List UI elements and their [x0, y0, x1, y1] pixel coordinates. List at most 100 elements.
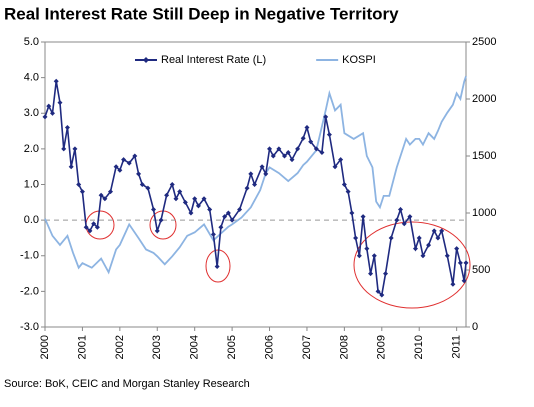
data-marker	[375, 288, 381, 294]
data-marker	[356, 253, 362, 259]
x-tick-label: 2005	[226, 335, 238, 359]
data-marker	[154, 228, 160, 234]
data-marker	[263, 171, 269, 177]
data-marker	[300, 135, 306, 141]
data-marker	[463, 260, 469, 266]
data-marker	[416, 235, 422, 241]
x-tick-label: 2011	[451, 335, 463, 359]
data-marker	[412, 246, 418, 252]
data-marker	[431, 228, 437, 234]
data-marker	[276, 146, 282, 152]
data-marker	[270, 153, 276, 159]
x-tick-label: 2004	[189, 335, 201, 359]
y-tick-label: 0.0	[24, 214, 39, 226]
data-marker	[87, 228, 93, 234]
data-marker	[259, 164, 265, 170]
data-marker	[282, 153, 288, 159]
data-marker	[214, 263, 220, 269]
data-marker	[229, 217, 235, 223]
data-marker	[323, 114, 329, 120]
x-tick-label: 2009	[376, 335, 388, 359]
legend-label: KOSPI	[342, 54, 376, 66]
data-marker	[407, 214, 413, 220]
data-marker	[364, 246, 370, 252]
x-tick-label: 2008	[338, 335, 350, 359]
data-marker	[113, 164, 119, 170]
data-marker	[207, 206, 213, 212]
x-tick-label: 2002	[114, 335, 126, 359]
data-marker	[222, 214, 228, 220]
data-marker	[145, 185, 151, 191]
data-marker	[132, 153, 138, 159]
series-line	[44, 75, 467, 275]
data-marker	[102, 196, 108, 202]
data-marker	[338, 157, 344, 163]
data-marker	[53, 78, 59, 84]
data-marker	[289, 157, 295, 163]
x-tick-label: 2003	[151, 335, 163, 359]
x-tick-label: 2010	[413, 335, 425, 359]
data-marker	[182, 199, 188, 205]
data-marker	[79, 189, 85, 195]
data-marker	[308, 139, 314, 145]
data-marker	[188, 210, 194, 216]
data-marker	[368, 271, 374, 277]
data-marker	[225, 210, 231, 216]
data-marker	[461, 278, 467, 284]
data-marker	[420, 253, 426, 259]
y2-tick-label: 1000	[472, 207, 496, 219]
data-marker	[244, 185, 250, 191]
data-marker	[117, 167, 123, 173]
data-marker	[49, 110, 55, 116]
data-marker	[139, 182, 145, 187]
data-marker	[94, 224, 100, 230]
data-marker	[98, 192, 104, 198]
data-marker	[107, 189, 113, 195]
data-marker	[173, 196, 179, 202]
data-marker	[61, 146, 67, 152]
data-marker	[435, 235, 441, 241]
data-marker	[285, 149, 291, 155]
data-marker	[332, 164, 338, 170]
data-marker	[267, 146, 273, 152]
source-note: Source: BoK, CEIC and Morgan Stanley Res…	[4, 378, 250, 390]
data-marker	[457, 260, 463, 266]
chart-title: Real Interest Rate Still Deep in Negativ…	[4, 4, 399, 23]
y-tick-label: 4.0	[24, 72, 39, 84]
legend-label: Real Interest Rate (L)	[161, 54, 266, 66]
data-marker	[379, 292, 385, 298]
data-marker	[218, 224, 224, 230]
data-marker	[248, 171, 254, 177]
data-marker	[201, 196, 207, 202]
data-marker	[426, 242, 432, 248]
data-marker	[46, 103, 52, 109]
x-tick-label: 2001	[76, 335, 88, 359]
data-marker	[126, 160, 132, 166]
data-marker	[371, 253, 377, 259]
data-marker	[210, 231, 216, 237]
x-tick-label: 2007	[301, 335, 313, 359]
data-marker	[319, 149, 325, 155]
data-marker	[91, 221, 97, 227]
data-marker	[401, 221, 407, 227]
y2-tick-label: 0	[472, 321, 478, 333]
data-marker	[76, 182, 82, 187]
data-marker	[388, 235, 394, 241]
data-marker	[192, 196, 198, 202]
data-marker	[345, 189, 351, 195]
data-marker	[121, 157, 127, 163]
data-marker	[349, 210, 355, 216]
data-marker	[304, 125, 310, 130]
y-tick-label: 1.0	[24, 178, 39, 190]
data-marker	[158, 217, 164, 223]
data-marker	[64, 125, 70, 130]
y-tick-label: 5.0	[24, 36, 39, 48]
annotation-circle	[85, 210, 115, 240]
data-marker	[68, 164, 74, 170]
y2-tick-label: 2500	[472, 36, 496, 48]
data-marker	[151, 206, 157, 212]
y-tick-label: 3.0	[24, 107, 39, 119]
data-marker	[252, 182, 258, 187]
data-marker	[169, 182, 175, 187]
data-marker	[237, 206, 243, 212]
